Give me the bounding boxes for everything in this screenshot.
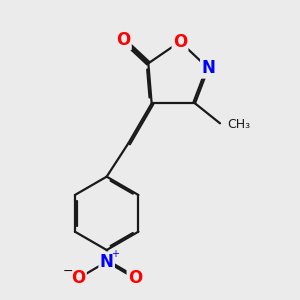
Text: O: O <box>71 269 85 287</box>
Text: O: O <box>116 31 130 49</box>
Text: O: O <box>173 33 187 51</box>
Text: +: + <box>111 249 119 259</box>
Text: N: N <box>201 59 215 77</box>
Text: −: − <box>62 265 73 278</box>
Text: CH₃: CH₃ <box>227 118 250 131</box>
Text: O: O <box>128 269 142 287</box>
Text: N: N <box>100 253 114 271</box>
